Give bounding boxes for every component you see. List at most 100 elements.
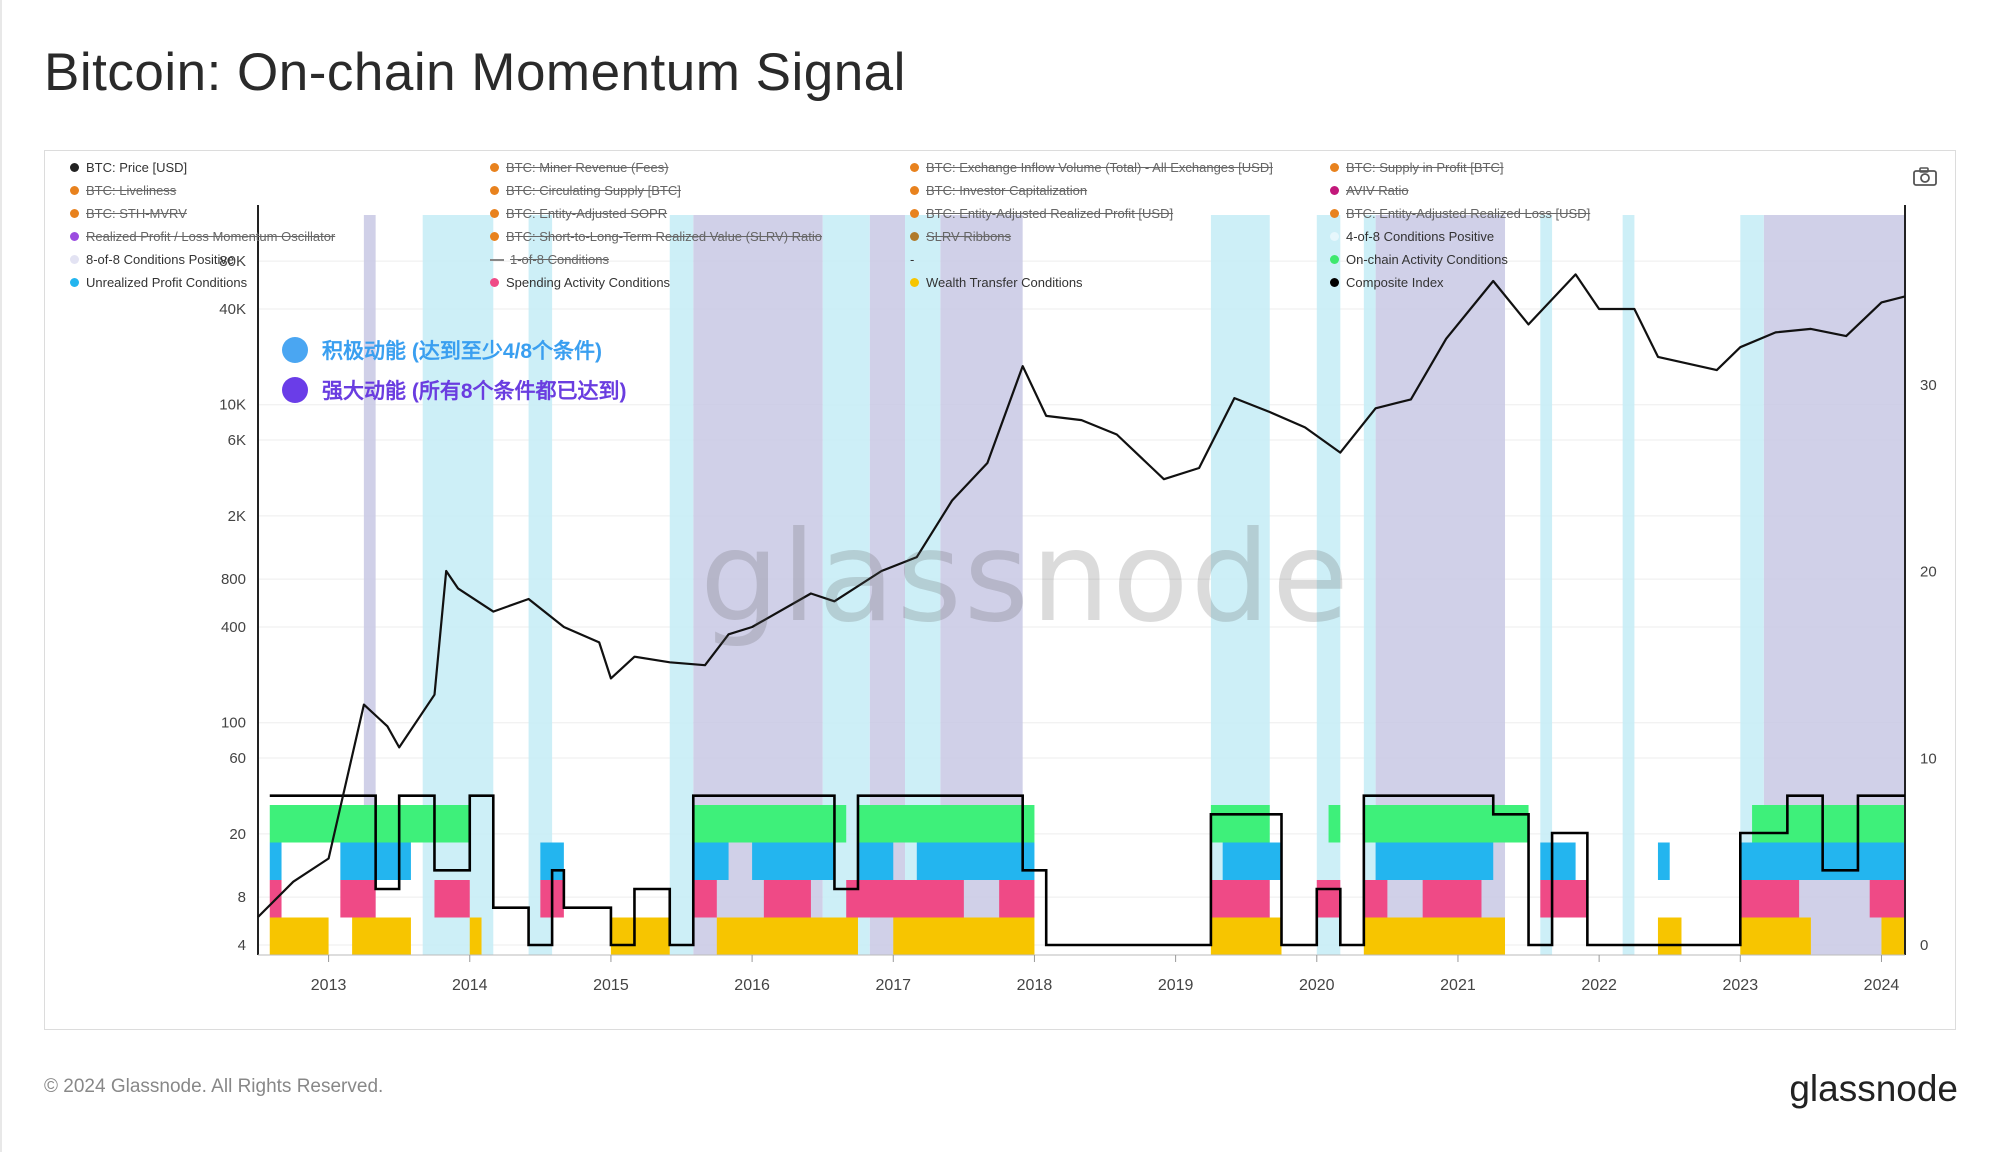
y-left-tick-label: 100 xyxy=(221,715,246,732)
y-left-tick-label: 8 xyxy=(238,889,246,906)
y-left-tick-label: 60 xyxy=(229,750,246,767)
legend-swatch-icon xyxy=(910,163,919,172)
x-tick-label: 2013 xyxy=(311,977,347,994)
legend-item[interactable]: BTC: STH-MVRV xyxy=(70,206,187,221)
legend-swatch-icon xyxy=(490,209,499,218)
legend-swatch-icon xyxy=(490,258,504,261)
legend-item[interactable]: 1-of-8 Conditions xyxy=(490,252,609,267)
legend-label: BTC: Entity-Adjusted Realized Profit [US… xyxy=(926,206,1174,221)
y-left-tick-label: 400 xyxy=(221,619,246,636)
x-tick-label: 2018 xyxy=(1017,977,1053,994)
chart-legend: BTC: Price [USD] BTC: Miner Revenue (Fees… xyxy=(70,160,1710,302)
legend-item[interactable]: Unrealized Profit Conditions xyxy=(70,275,247,290)
condition-bar xyxy=(1657,842,1670,880)
legend-swatch-icon xyxy=(70,186,79,195)
legend-swatch-icon xyxy=(1330,209,1339,218)
legend-item[interactable]: - xyxy=(910,252,914,267)
condition-bar xyxy=(1210,805,1270,843)
legend-swatch-icon xyxy=(490,232,499,241)
frame-edge xyxy=(0,0,2,1152)
condition-bar xyxy=(916,842,1035,880)
legend-label: BTC: Short-to-Long-Term Realized Value (… xyxy=(506,229,822,244)
condition-bar xyxy=(1375,842,1494,880)
x-tick-label: 2014 xyxy=(452,977,488,994)
camera-icon[interactable] xyxy=(1912,166,1938,188)
condition-bar xyxy=(1540,842,1576,880)
legend-item[interactable]: Realized Profit / Loss Momentum Oscillat… xyxy=(70,229,335,244)
legend-item[interactable]: AVIV Ratio xyxy=(1330,183,1409,198)
legend-label: 4-of-8 Conditions Positive xyxy=(1346,229,1495,244)
condition-bar xyxy=(469,917,482,955)
legend-item[interactable]: BTC: Entity-Adjusted SOPR xyxy=(490,206,667,221)
legend-swatch-icon xyxy=(1330,186,1339,195)
legend-label: SLRV Ribbons xyxy=(926,229,1012,244)
legend-item[interactable]: BTC: Price [USD] xyxy=(70,160,187,175)
signal-band xyxy=(1740,215,1764,955)
annotation-strong-momentum: 强大动能 (所有8个条件都已达到) xyxy=(282,375,627,405)
condition-bar xyxy=(893,917,1035,955)
condition-bar xyxy=(716,917,858,955)
signal-band xyxy=(528,215,553,955)
legend-label: Wealth Transfer Conditions xyxy=(926,275,1083,290)
condition-bar xyxy=(1210,880,1270,918)
condition-bar xyxy=(693,880,717,918)
signal-band xyxy=(1540,215,1553,955)
glassnode-logo[interactable]: glassnode xyxy=(1789,1068,1958,1109)
condition-bar xyxy=(1657,917,1682,955)
condition-bar xyxy=(693,842,729,880)
y-left-tick-label: 80K xyxy=(219,253,246,270)
condition-bar xyxy=(1222,842,1282,880)
signal-band xyxy=(363,215,376,955)
legend-swatch-icon xyxy=(1330,278,1339,287)
y-right-tick-label: 20 xyxy=(1920,564,1937,581)
legend-label: BTC: Exchange Inflow Volume (Total) - Al… xyxy=(926,160,1273,175)
legend-item[interactable]: BTC: Entity-Adjusted Realized Loss [USD] xyxy=(1330,206,1590,221)
legend-label: BTC: Entity-Adjusted SOPR xyxy=(506,206,668,221)
legend-label: BTC: Price [USD] xyxy=(86,160,188,175)
legend-label: Realized Profit / Loss Momentum Oscillat… xyxy=(86,229,336,244)
legend-item[interactable]: BTC: Investor Capitalization xyxy=(910,183,1087,198)
legend-swatch-icon xyxy=(70,209,79,218)
condition-bar xyxy=(693,805,847,843)
signal-band xyxy=(1316,215,1341,955)
legend-item[interactable]: BTC: Entity-Adjusted Realized Profit [US… xyxy=(910,206,1173,221)
legend-item[interactable]: BTC: Liveliness xyxy=(70,183,176,198)
y-left-tick-label: 2K xyxy=(228,508,246,525)
legend-swatch-icon xyxy=(910,186,919,195)
legend-item[interactable]: BTC: Miner Revenue (Fees) xyxy=(490,160,669,175)
condition-bar xyxy=(1752,805,1905,843)
y-left-tick-label: 10K xyxy=(219,397,246,414)
condition-bar xyxy=(1363,805,1529,843)
legend-item[interactable]: BTC: Exchange Inflow Volume (Total) - Al… xyxy=(910,160,1273,175)
condition-bar xyxy=(1363,880,1388,918)
x-tick-label: 2023 xyxy=(1723,977,1759,994)
condition-bar xyxy=(610,917,670,955)
legend-label: On-chain Activity Conditions xyxy=(1346,252,1508,267)
condition-bar xyxy=(269,842,282,880)
legend-item[interactable]: On-chain Activity Conditions xyxy=(1330,252,1508,267)
condition-bar xyxy=(1869,880,1905,918)
composite-index-line xyxy=(269,794,1905,947)
legend-item[interactable]: Wealth Transfer Conditions xyxy=(910,275,1083,290)
legend-label: BTC: Supply in Profit [BTC] xyxy=(1346,160,1504,175)
condition-bar xyxy=(434,880,470,918)
legend-item[interactable]: BTC: Supply in Profit [BTC] xyxy=(1330,160,1504,175)
legend-item[interactable]: Composite Index xyxy=(1330,275,1444,290)
btc-price-line xyxy=(257,273,1906,918)
condition-bar xyxy=(857,805,1035,843)
x-tick-label: 2015 xyxy=(593,977,629,994)
condition-bar xyxy=(999,880,1035,918)
condition-bar xyxy=(269,917,329,955)
legend-item[interactable]: 8-of-8 Conditions Positive xyxy=(70,252,234,267)
legend-item[interactable]: BTC: Circulating Supply [BTC] xyxy=(490,183,681,198)
x-tick-label: 2019 xyxy=(1158,977,1194,994)
legend-item[interactable]: Spending Activity Conditions xyxy=(490,275,670,290)
legend-item[interactable]: BTC: Short-to-Long-Term Realized Value (… xyxy=(490,229,822,244)
legend-swatch-icon xyxy=(70,232,79,241)
legend-item[interactable]: 4-of-8 Conditions Positive xyxy=(1330,229,1494,244)
legend-label: Unrealized Profit Conditions xyxy=(86,275,248,290)
legend-label: 8-of-8 Conditions Positive xyxy=(86,252,235,267)
legend-label: 1-of-8 Conditions xyxy=(510,252,609,267)
condition-bar xyxy=(1422,880,1482,918)
legend-item[interactable]: SLRV Ribbons xyxy=(910,229,1011,244)
